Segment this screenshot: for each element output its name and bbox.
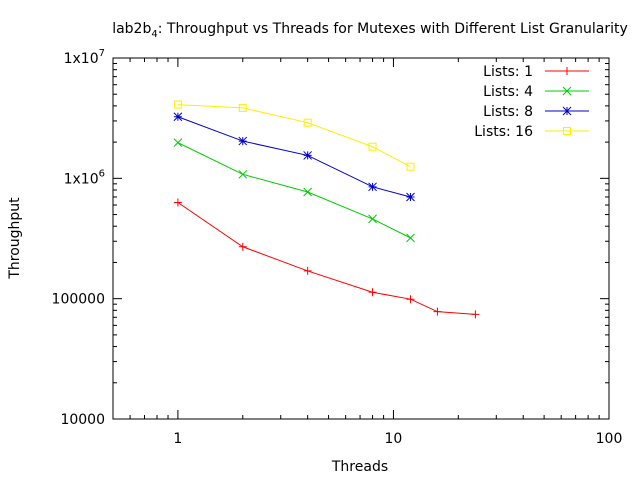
- y-tick-label: 100000: [52, 292, 105, 308]
- legend-label: Lists: 1: [483, 64, 533, 80]
- legend-entry-lists-8: Lists: 8: [483, 104, 589, 120]
- series-line: [177, 104, 411, 168]
- data-point-marker: [173, 198, 182, 207]
- data-point-marker: [562, 86, 572, 96]
- x-tick-label: 1: [173, 431, 182, 447]
- data-point-marker: [238, 169, 248, 179]
- data-point-marker: [173, 112, 183, 122]
- data-point-marker: [433, 307, 442, 316]
- legend-entry-lists-16: Lists: 16: [474, 124, 589, 140]
- series-lists-16: [173, 100, 415, 171]
- x-axis-ticks: 1 10 100: [112, 58, 623, 447]
- series-lists-8: [173, 112, 415, 202]
- data-point-marker: [406, 162, 415, 171]
- data-point-marker: [406, 295, 415, 304]
- x-tick-label: 100: [596, 431, 623, 447]
- x-tick-label: 10: [385, 431, 403, 447]
- data-point-marker: [368, 182, 377, 192]
- series-line: [177, 202, 476, 315]
- data-point-marker: [303, 266, 312, 275]
- legend-label: Lists: 8: [483, 104, 533, 120]
- series-lists-4: [173, 138, 415, 243]
- x-axis-label: Threads: [331, 459, 388, 475]
- data-point-marker: [173, 138, 183, 147]
- data-point-marker: [562, 106, 572, 116]
- data-point-marker: [368, 214, 377, 224]
- series-lists-1: [173, 198, 480, 319]
- data-point-marker: [563, 127, 571, 135]
- y-tick-label: 1x107: [64, 48, 105, 67]
- legend: Lists: 1 Lists: 4 Lists: 8 Lists: 16: [474, 64, 589, 140]
- data-point-marker: [303, 151, 313, 160]
- legend-label: Lists: 16: [474, 124, 533, 140]
- legend-entry-lists-4: Lists: 4: [483, 84, 589, 100]
- series-line: [177, 116, 411, 198]
- data-point-marker: [238, 242, 247, 251]
- y-axis-label: Throughput: [7, 197, 23, 280]
- chart-title-subscript: 4: [151, 29, 157, 40]
- data-point-marker: [173, 100, 182, 109]
- y-axis-ticks: 10000 100000 1x106 1x107: [52, 48, 609, 428]
- data-point-marker: [238, 136, 248, 146]
- data-point-marker: [368, 288, 377, 297]
- series-layer: [173, 100, 480, 319]
- data-point-marker: [563, 67, 571, 75]
- data-point-marker: [368, 142, 377, 151]
- plot-area-frame: [112, 57, 610, 420]
- legend-label: Lists: 4: [483, 84, 533, 100]
- y-tick-label: 10000: [60, 412, 105, 428]
- data-point-marker: [238, 103, 247, 112]
- data-point-marker: [303, 118, 312, 127]
- data-point-marker: [406, 192, 415, 202]
- legend-entry-lists-1: Lists: 1: [483, 64, 589, 80]
- chart-title: lab2b4: Throughput vs Threads for Mutexe…: [112, 21, 628, 40]
- data-point-marker: [406, 233, 415, 243]
- data-point-marker: [471, 310, 480, 319]
- y-tick-label: 1x106: [64, 168, 105, 187]
- data-point-marker: [303, 187, 313, 197]
